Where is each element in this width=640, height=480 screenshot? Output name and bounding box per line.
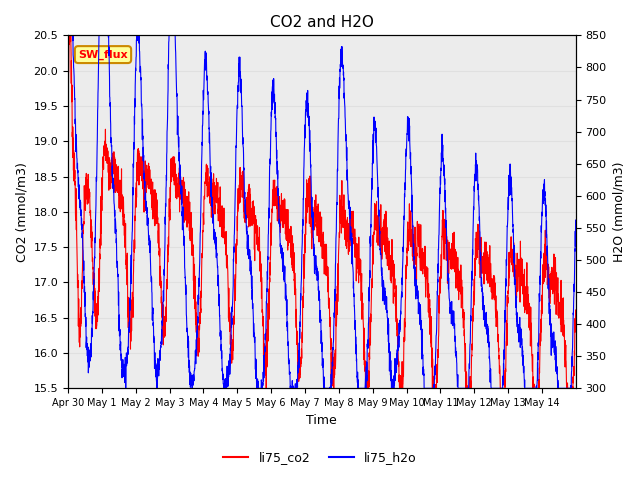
X-axis label: Time: Time xyxy=(307,414,337,427)
Legend: li75_co2, li75_h2o: li75_co2, li75_h2o xyxy=(218,446,422,469)
Text: SW_flux: SW_flux xyxy=(78,49,128,60)
Y-axis label: CO2 (mmol/m3): CO2 (mmol/m3) xyxy=(15,162,28,262)
Title: CO2 and H2O: CO2 and H2O xyxy=(270,15,374,30)
Y-axis label: H2O (mmol/m3): H2O (mmol/m3) xyxy=(612,162,625,262)
